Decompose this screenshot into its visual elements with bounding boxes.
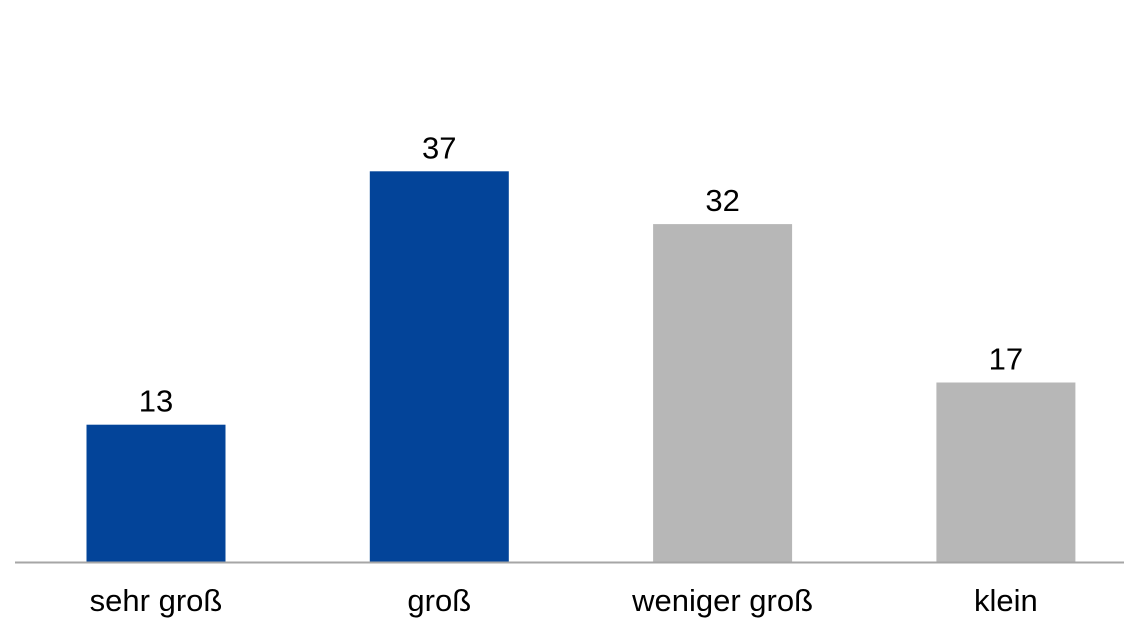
category-label-1: sehr groß — [90, 583, 223, 618]
bars-layer — [86, 171, 1076, 563]
value-labels-layer: 13 37 32 17 — [139, 130, 1023, 418]
data-label-2: 37 — [422, 130, 456, 165]
data-label-1: 13 — [139, 384, 173, 419]
bar-1 — [86, 424, 226, 562]
category-label-3: weniger groß — [631, 583, 813, 618]
category-labels-layer: sehr groß groß weniger groß klein — [90, 583, 1038, 618]
data-label-4: 17 — [989, 342, 1023, 377]
bar-4 — [936, 382, 1076, 562]
bar-3 — [653, 224, 793, 562]
category-label-4: klein — [974, 583, 1038, 618]
category-label-2: groß — [407, 583, 471, 618]
bar-2 — [369, 171, 509, 563]
data-label-3: 32 — [705, 183, 739, 218]
